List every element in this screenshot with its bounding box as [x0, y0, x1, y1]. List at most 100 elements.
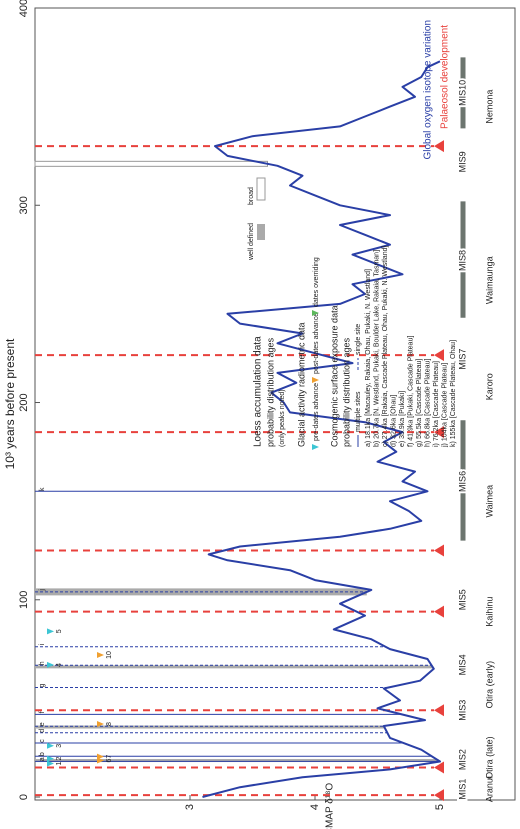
- cosmogenic-letter: d: [39, 729, 46, 733]
- local-stage-label: Karoro: [484, 373, 494, 400]
- glacial-marker: [47, 755, 54, 762]
- y-tick-label: 4: [309, 804, 321, 810]
- local-stage-label: Nemona: [484, 90, 494, 124]
- glacial-label: 3: [56, 744, 63, 748]
- palaeosol-marker: [434, 761, 444, 774]
- x-tick-label: 200: [18, 393, 30, 411]
- glacial-label: 7: [106, 755, 113, 759]
- legend-entry: j) 104ka [Cascade Plateau]: [441, 363, 448, 448]
- glacial-marker: [97, 721, 104, 728]
- stage-label: MIS2: [457, 749, 467, 770]
- stage-label: MIS1: [457, 779, 467, 800]
- glacial-marker: [47, 661, 54, 668]
- legend-text: (only peaks noted): [279, 389, 286, 447]
- legend-swatch: [312, 377, 319, 383]
- glacial-marker: [47, 742, 54, 749]
- x-axis-title: 10³ years before present: [3, 338, 17, 469]
- palaeosol-marker: [434, 704, 444, 717]
- cosmogenic-letter: j: [39, 589, 46, 592]
- x-tick-label: 300: [18, 196, 30, 214]
- legend-entry: b) 20.7ka [N. Westland, Pukaki, Boulder …: [373, 250, 380, 447]
- stage-label: MIS9: [457, 151, 467, 172]
- legend-entry: i) 76.2ka [Cascade Plateau]: [433, 361, 440, 447]
- cosmogenic-letter: g: [39, 684, 46, 688]
- legend-entry: d) 32.6ka [Ohau]: [390, 395, 397, 447]
- cosmogenic-letter: e: [39, 722, 46, 726]
- glacial-marker: [47, 628, 54, 635]
- glacial-marker: [97, 652, 104, 659]
- loess-peak: [35, 665, 433, 669]
- legend-entry: c) 27.4ka [Rakaia, Cascade Plateau, Ohau…: [382, 246, 389, 447]
- x-tick-label: 400: [18, 0, 30, 17]
- legend-text: probability distribution ages: [265, 337, 275, 447]
- glacial-marker: [97, 753, 104, 760]
- palaeosol-marker: [434, 544, 444, 557]
- legend-text: Loess accumulation data: [253, 336, 264, 447]
- cosmogenic-letter: h: [39, 661, 46, 665]
- glacial-marker: [47, 760, 54, 767]
- cosmogenic-letter: i: [39, 644, 46, 646]
- legend-entry: g) 55.5ka [Cascade Plateau]: [416, 359, 423, 447]
- stage-label: MIS8: [457, 250, 467, 271]
- isotope-line: [202, 60, 441, 798]
- legend-text: dates overriding: [313, 257, 320, 307]
- stage-label: MIS10: [457, 80, 467, 106]
- stage-label: MIS7: [457, 349, 467, 370]
- local-stage-label: Waimea: [484, 485, 494, 518]
- legend-text: single site: [355, 324, 362, 355]
- local-stage-label: Otira (early): [484, 661, 494, 709]
- legend-entry: f) 41.9ka [Pukaki, Cascade Plateau]: [407, 336, 414, 447]
- legend-text: Glacial activity radiometric data: [296, 322, 306, 447]
- palaeosol-label: Palaeosol development: [440, 25, 451, 129]
- glacial-label: 5: [56, 629, 63, 633]
- frame: [34, 7, 516, 801]
- legend-text: well defined: [248, 223, 255, 261]
- legend-text: Cosmogenic surface exposure data: [329, 305, 339, 447]
- cosmogenic-letter: c: [39, 739, 46, 743]
- cosmogenic-letter: k: [39, 487, 46, 491]
- cosmogenic-letter: f: [39, 711, 46, 713]
- palaeosol-marker: [434, 140, 444, 153]
- glacial-label: 6: [106, 759, 113, 763]
- y-tick-label: 3: [184, 804, 196, 810]
- x-tick-label: 100: [18, 591, 30, 609]
- legend-text: probability distribution ages: [341, 337, 351, 447]
- legend-text: pre-dates advance: [313, 383, 320, 441]
- cosmogenic-letter: b: [39, 752, 46, 756]
- legend-text: multiple sites: [355, 391, 362, 432]
- glacial-label: 10: [106, 651, 113, 659]
- plot-area: 0 100 200 300 400 3 4 5 10³ years before present…: [3, 0, 516, 829]
- local-stage-label: Waimaunga: [484, 256, 494, 304]
- palaeosol-marker: [434, 426, 444, 439]
- local-stage-label: Otira (late): [484, 736, 494, 779]
- glacial-label: 8: [106, 722, 113, 726]
- palaeosol-marker: [434, 605, 444, 618]
- legend-swatch: [256, 177, 266, 201]
- legend-text: broad: [248, 187, 255, 205]
- y-tick-label: 5: [434, 804, 446, 810]
- legend-swatch: [257, 224, 265, 240]
- y-axis-title: SPECMAP δ¹⁸O: [325, 783, 336, 829]
- legend-swatch: [312, 310, 319, 316]
- glacial-label: 1: [56, 761, 63, 765]
- stage-label: MIS5: [457, 589, 467, 610]
- stage-label: MIS6: [457, 471, 467, 492]
- glacial-marker: [97, 757, 104, 764]
- legend-entry: e) 35.9ka [Pukaki]: [399, 391, 406, 447]
- loess-broad: [34, 160, 268, 167]
- glacial-label: 4: [56, 663, 63, 667]
- x-tick-label: 0: [18, 794, 30, 800]
- local-stage-label: Kaihinu: [484, 597, 494, 627]
- local-stage-label: Aranui: [484, 776, 494, 802]
- series-label: Global oxygen isotope variation: [423, 20, 434, 160]
- glacial-label: 2: [56, 757, 63, 761]
- palaeosol-marker: [434, 349, 444, 362]
- stage-label: MIS4: [457, 654, 467, 675]
- stage-label: MIS3: [457, 700, 467, 721]
- legend-entry: k) 155ka [Cascade Plateau, Ohau]: [450, 340, 457, 447]
- cosmogenic-letter: a: [39, 757, 46, 761]
- legend-swatch: [312, 444, 319, 450]
- palaeosol-marker: [434, 789, 444, 802]
- legend-entry: a) 18.1ka [Macauley, Rakaia, Ohau, Pukak…: [365, 269, 372, 447]
